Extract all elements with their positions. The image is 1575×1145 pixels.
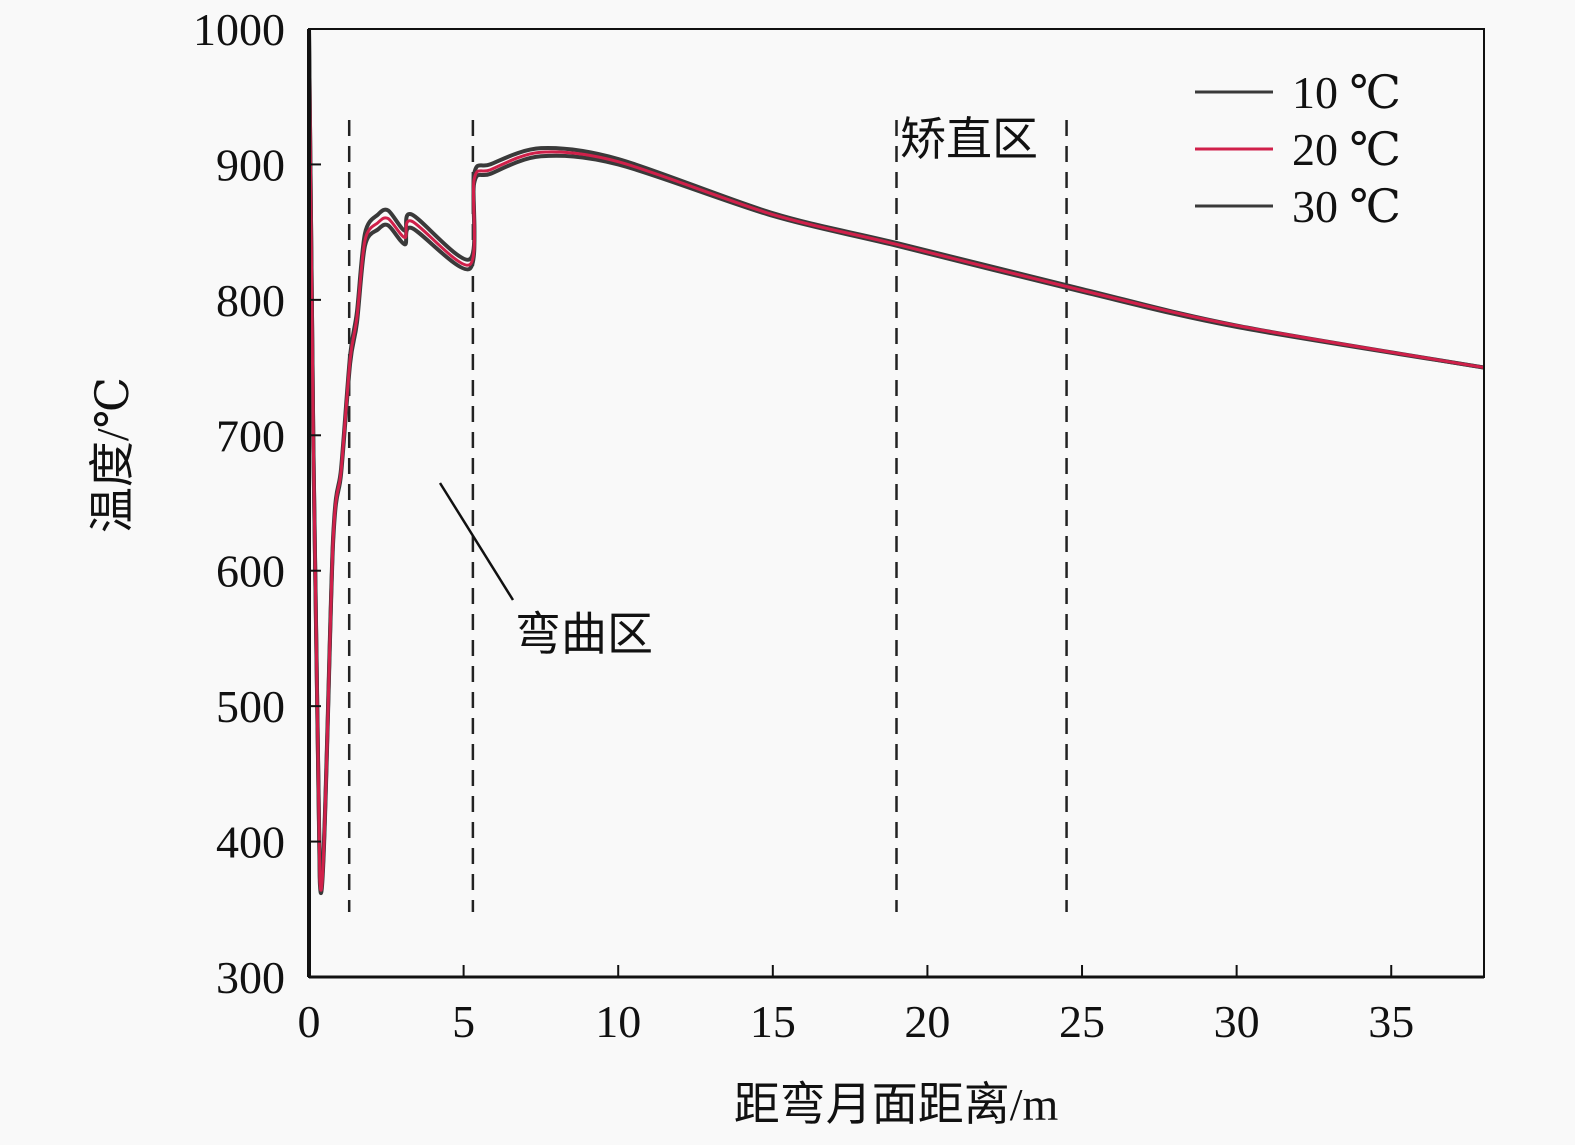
x-tick-label: 5 bbox=[452, 996, 475, 1047]
series-line-20c bbox=[307, 28, 1485, 892]
y-tick-label: 500 bbox=[216, 681, 285, 732]
y-tick-label: 900 bbox=[216, 139, 285, 190]
y-tick-label: 700 bbox=[216, 410, 285, 461]
legend-label: 30 ℃ bbox=[1292, 181, 1401, 232]
y-tick-label: 800 bbox=[216, 275, 285, 326]
bending-zone-leader bbox=[438, 482, 515, 601]
y-tick-label: 1000 bbox=[193, 4, 285, 55]
y-tick-label: 600 bbox=[216, 546, 285, 597]
x-tick-label: 25 bbox=[1059, 996, 1105, 1047]
x-tick-label: 35 bbox=[1368, 996, 1414, 1047]
x-axis-label: 距弯月面距离/m bbox=[734, 1079, 1059, 1130]
y-axis-label: 温度/℃ bbox=[87, 377, 138, 533]
x-tick-label: 10 bbox=[595, 996, 641, 1047]
x-tick-label: 0 bbox=[298, 996, 321, 1047]
straightening-zone-label: 矫直区 bbox=[900, 114, 1038, 165]
x-tick-label: 20 bbox=[904, 996, 950, 1047]
bending-zone-label: 弯曲区 bbox=[515, 609, 653, 660]
y-tick-label: 400 bbox=[216, 817, 285, 868]
legend-label: 10 ℃ bbox=[1292, 67, 1401, 118]
y-tick-label: 300 bbox=[216, 952, 285, 1003]
x-tick-label: 30 bbox=[1214, 996, 1260, 1047]
legend-label: 20 ℃ bbox=[1292, 124, 1401, 175]
x-tick-label: 15 bbox=[750, 996, 796, 1047]
